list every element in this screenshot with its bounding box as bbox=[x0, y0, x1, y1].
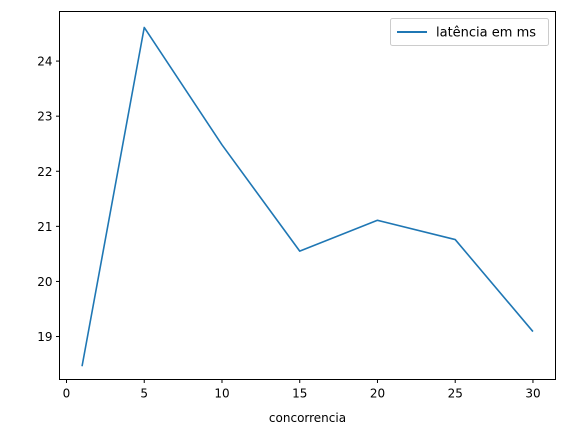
x-tick-label: 30 bbox=[525, 387, 540, 401]
series-line bbox=[81, 26, 534, 367]
x-tick-label: 0 bbox=[63, 387, 71, 401]
x-tick-label: 15 bbox=[292, 387, 307, 401]
y-tick-label: 22 bbox=[37, 165, 52, 179]
plot-frame bbox=[59, 11, 556, 380]
x-tick-label: 5 bbox=[140, 387, 148, 401]
legend-entry-label: latência em ms bbox=[436, 26, 536, 41]
y-tick-label: 19 bbox=[37, 330, 52, 344]
y-axis-ticks: 19 20 21 22 23 24 bbox=[37, 55, 60, 344]
x-axis-label: concorrencia bbox=[269, 411, 346, 425]
y-tick-label: 23 bbox=[37, 110, 52, 124]
plot-area bbox=[59, 11, 556, 380]
x-axis-ticks: 0 5 10 15 20 25 30 bbox=[63, 379, 541, 401]
x-tick-label: 10 bbox=[214, 387, 229, 401]
y-tick-label: 24 bbox=[37, 55, 52, 69]
x-tick-label: 20 bbox=[370, 387, 385, 401]
x-tick-label: 25 bbox=[448, 387, 463, 401]
legend: latência em ms bbox=[390, 18, 549, 46]
y-tick-label: 21 bbox=[37, 220, 52, 234]
y-tick-label: 20 bbox=[37, 275, 52, 289]
legend-box bbox=[390, 18, 549, 46]
series-layer bbox=[81, 26, 534, 367]
